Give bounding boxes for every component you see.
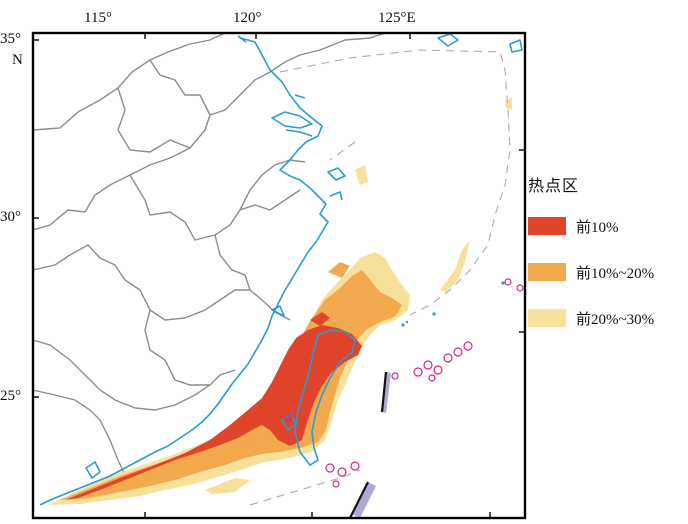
legend-item-20-30: 前20%~30%	[528, 306, 686, 330]
legend-label-20-30: 前20%~30%	[576, 311, 655, 328]
legend-swatch-10-20	[528, 263, 566, 281]
legend-swatch-top10	[528, 217, 566, 235]
hotspot-layer-top10	[65, 312, 362, 500]
lat-tick-30: 30°	[0, 209, 21, 225]
boundary-bars	[349, 371, 391, 518]
legend-label-top10: 前10%	[576, 219, 619, 236]
taiwan-island	[294, 329, 356, 467]
lat-tick-35: 35°	[0, 31, 21, 47]
province-borders	[33, 33, 386, 476]
lat-hemisphere: N	[12, 52, 23, 68]
coastline	[39, 33, 523, 506]
map-frame	[31, 31, 527, 520]
lon-tick-125: 125°E	[378, 10, 416, 26]
sea-boundary	[249, 49, 511, 506]
legend-label-10-20: 前10%~20%	[576, 265, 655, 282]
legend-item-top10: 前10%	[528, 214, 686, 238]
legend-swatch-20-30	[528, 309, 566, 327]
lon-tick-115: 115°	[84, 10, 112, 26]
legend-item-10-20: 前10%~20%	[528, 260, 686, 284]
tick-marks	[33, 33, 525, 518]
small-islands	[401, 281, 505, 327]
island-markers	[284, 278, 524, 488]
lat-tick-25: 25°	[0, 388, 21, 404]
legend: 热点区 前10% 前10%~20% 前20%~30%	[528, 172, 686, 352]
lon-tick-120: 120°	[233, 10, 262, 26]
legend-title: 热点区	[528, 176, 580, 195]
